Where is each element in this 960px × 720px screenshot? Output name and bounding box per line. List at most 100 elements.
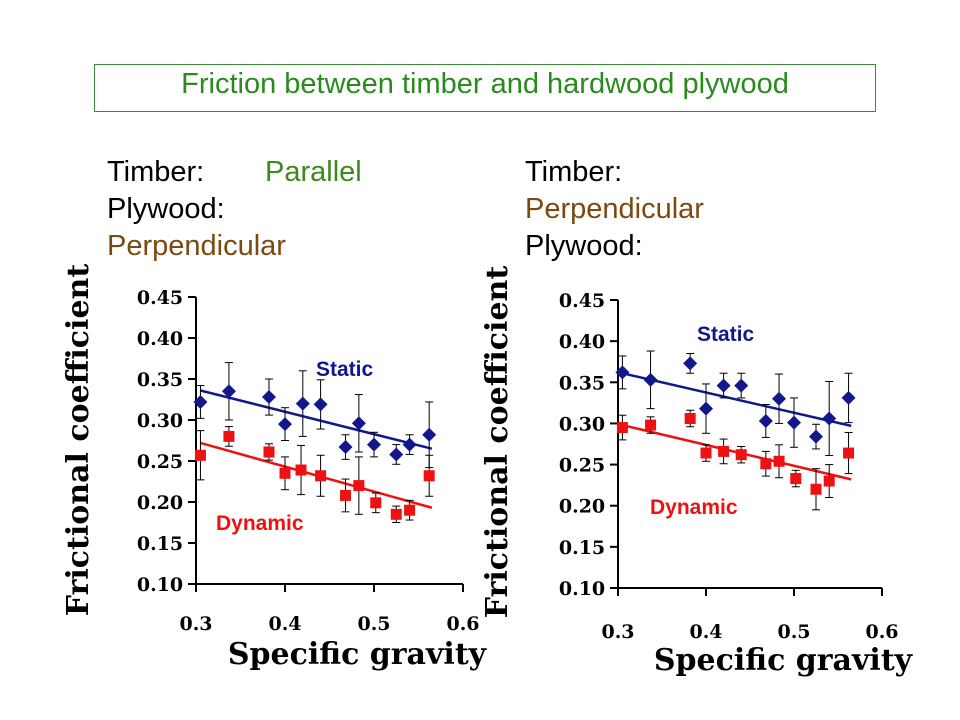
data-point-dynamic — [790, 473, 802, 485]
y-axis-label: Frictional coefficient — [480, 266, 515, 619]
data-point-static — [221, 384, 236, 399]
x-tick-label: 0.6 — [865, 621, 898, 643]
page-title: Friction between timber and hardwood ply… — [181, 68, 789, 100]
y-tick-label: 0.15 — [137, 533, 183, 555]
data-point-static — [809, 429, 823, 444]
data-point-static — [772, 391, 787, 406]
y-tick-label: 0.30 — [559, 413, 605, 435]
data-point-static — [261, 390, 276, 405]
data-point-static — [402, 437, 417, 452]
y-tick-label: 0.45 — [559, 290, 605, 312]
x-axis-label: Specific gravity — [228, 637, 488, 672]
x-tick-label: 0.4 — [268, 613, 301, 635]
timber-value: Perpendicular — [525, 193, 704, 225]
x-tick-label: 0.3 — [179, 613, 212, 635]
data-point-dynamic — [773, 455, 785, 467]
data-point-dynamic — [616, 422, 628, 434]
series-label-static: Static — [697, 323, 755, 346]
data-point-static — [716, 378, 731, 393]
plywood-value: Perpendicular — [107, 230, 286, 262]
y-tick-label: 0.35 — [559, 372, 605, 394]
data-point-static — [683, 356, 698, 371]
data-point-dynamic — [353, 480, 365, 492]
condition-right: Timber: Perpendicular Plywood: — [525, 154, 704, 265]
y-tick-label: 0.10 — [559, 578, 605, 600]
data-point-static — [338, 440, 353, 455]
data-point-static — [787, 415, 801, 430]
title-box — [94, 64, 876, 112]
data-point-dynamic — [718, 445, 730, 457]
x-tick-label: 0.4 — [689, 621, 722, 643]
series-label-dynamic: Dynamic — [650, 496, 738, 519]
data-point-static — [615, 365, 630, 380]
timber-value: Parallel — [265, 156, 362, 188]
series-dynamic: Dynamic — [194, 426, 435, 535]
data-point-static — [699, 401, 713, 416]
data-point-static — [758, 413, 773, 428]
data-point-dynamic — [404, 504, 416, 516]
data-point-dynamic — [423, 470, 435, 482]
data-point-dynamic — [390, 508, 402, 520]
y-tick-label: 0.40 — [137, 328, 183, 350]
y-tick-label: 0.20 — [559, 496, 605, 518]
y-tick-label: 0.10 — [137, 574, 183, 596]
data-point-static — [193, 394, 208, 409]
data-point-dynamic — [263, 446, 275, 458]
data-point-dynamic — [223, 430, 235, 442]
y-tick-label: 0.45 — [137, 287, 183, 309]
data-point-dynamic — [645, 419, 657, 431]
data-point-dynamic — [295, 464, 307, 476]
data-point-dynamic — [843, 447, 855, 459]
data-point-static — [841, 390, 856, 405]
data-point-static — [389, 447, 404, 462]
data-point-dynamic — [370, 497, 382, 509]
data-point-static — [643, 372, 658, 387]
data-point-dynamic — [823, 475, 835, 487]
y-tick-label: 0.35 — [137, 369, 183, 391]
data-point-dynamic — [315, 470, 327, 482]
y-tick-label: 0.25 — [559, 455, 605, 477]
data-point-static — [278, 417, 292, 432]
trend-line-static — [622, 372, 852, 428]
y-tick-label: 0.30 — [137, 410, 183, 432]
x-tick-label: 0.5 — [357, 613, 390, 635]
data-point-dynamic — [760, 458, 772, 470]
data-point-dynamic — [279, 467, 291, 479]
x-tick-label: 0.5 — [777, 621, 810, 643]
data-point-dynamic — [700, 447, 712, 459]
chart-right: 0.10 0.15 0.20 0.25 0.30 0.35 0.40 0.45 0.3 0.4 0.… — [480, 266, 914, 678]
timber-label: Timber: — [525, 156, 623, 188]
x-axis-label: Specific gravity — [654, 643, 914, 678]
data-point-static — [367, 437, 381, 452]
series-static: Static — [615, 323, 856, 457]
data-point-static — [822, 411, 837, 426]
data-point-static — [295, 396, 310, 411]
timber-label: Timber: — [107, 156, 205, 188]
plywood-label: Plywood: — [525, 230, 643, 262]
data-point-dynamic — [194, 449, 206, 461]
x-tick-label: 0.6 — [446, 613, 479, 635]
trend-line-static — [200, 389, 433, 450]
y-axis-label: Frictional coefficient — [61, 264, 96, 617]
data-point-static — [734, 378, 749, 393]
x-tick-label: 0.3 — [601, 621, 634, 643]
data-point-dynamic — [684, 412, 696, 424]
y-tick-label: 0.15 — [559, 537, 605, 559]
data-point-dynamic — [810, 483, 822, 495]
data-point-static — [351, 416, 366, 431]
series-label-static: Static — [316, 358, 374, 381]
series-dynamic: Dynamic — [616, 409, 855, 519]
y-tick-label: 0.40 — [559, 331, 605, 353]
condition-left: Timber: Parallel Plywood: Perpendicular — [107, 154, 362, 265]
chart-left: 0.10 0.15 0.20 0.25 0.30 0.35 0.40 0.45 0.3 0.4 0.… — [61, 264, 488, 672]
series-static: Static — [193, 358, 437, 469]
plywood-label: Plywood: — [107, 193, 225, 225]
series-label-dynamic: Dynamic — [216, 512, 304, 535]
data-point-static — [313, 397, 328, 412]
data-point-dynamic — [735, 449, 747, 461]
y-tick-label: 0.25 — [137, 451, 183, 473]
y-tick-label: 0.20 — [137, 492, 183, 514]
data-point-dynamic — [340, 489, 352, 501]
data-point-static — [422, 427, 437, 442]
